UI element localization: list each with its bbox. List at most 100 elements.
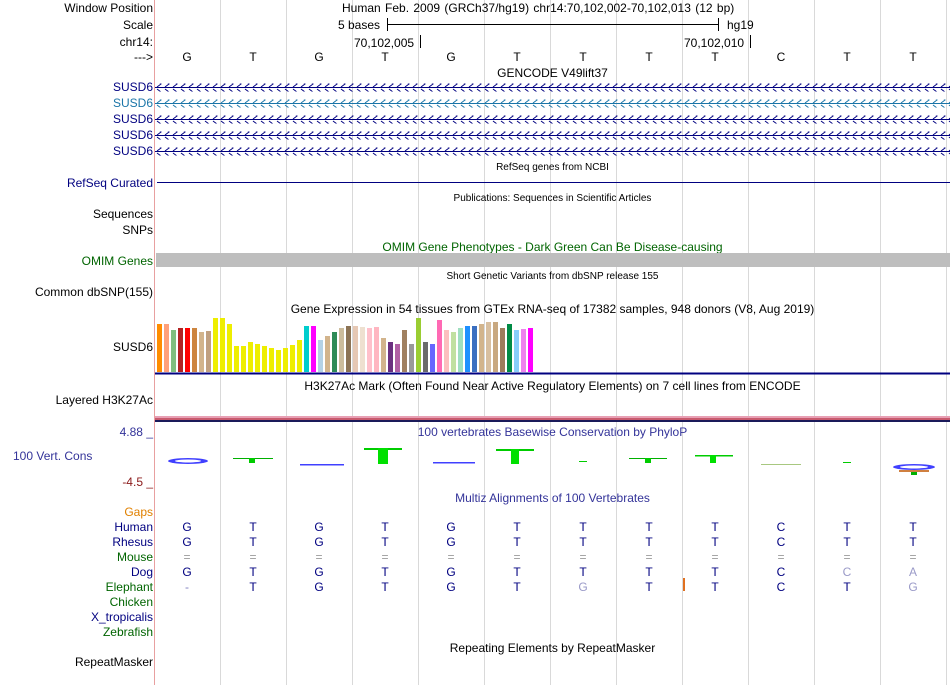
species-label-zebrafish[interactable]: Zebrafish [102, 625, 153, 639]
gtex-tissue-bar[interactable] [451, 332, 456, 372]
gtex-tissue-bar[interactable] [388, 342, 393, 372]
publications-sequences-label[interactable]: Sequences [92, 207, 153, 221]
publications-snps-label[interactable]: SNPs [122, 223, 153, 237]
gencode-transcripts[interactable] [155, 80, 950, 160]
gtex-tissue-bar[interactable] [472, 326, 477, 372]
h3k27ac-signal-top [155, 416, 950, 418]
gtex-tissue-bar[interactable] [444, 330, 449, 372]
gtex-tissue-bar[interactable] [157, 324, 162, 372]
gtex-tissue-bar[interactable] [227, 324, 232, 372]
scale-assembly: hg19 [727, 18, 754, 32]
gtex-tissue-bar[interactable] [220, 318, 225, 372]
gtex-tissue-bar[interactable] [199, 332, 204, 372]
dbsnp-label[interactable]: Common dbSNP(155) [34, 285, 153, 299]
gtex-tissue-bar[interactable] [514, 330, 519, 372]
gencode-track-label-4[interactable]: SUSD6 [112, 128, 153, 142]
gtex-tissue-bar[interactable] [339, 328, 344, 372]
gtex-expression-chart[interactable] [155, 314, 950, 376]
gtex-tissue-bar[interactable] [248, 342, 253, 372]
species-label-human[interactable]: Human [114, 520, 153, 534]
species-label-mouse[interactable]: Mouse [116, 550, 153, 564]
gtex-tissue-bar[interactable] [255, 344, 260, 372]
gtex-label[interactable]: SUSD6 [112, 340, 153, 354]
phylop-label[interactable]: 100 Vert. Cons [13, 449, 93, 463]
gtex-tissue-bar[interactable] [437, 320, 442, 372]
species-label-dog[interactable]: Dog [130, 565, 153, 579]
species-label-rhesus[interactable]: Rhesus [112, 535, 153, 549]
grid-line [748, 0, 749, 685]
gtex-tissue-bar[interactable] [206, 331, 211, 372]
gtex-tissue-bar[interactable] [458, 328, 463, 372]
gencode-transcript-4[interactable] [155, 131, 950, 140]
gtex-tissue-bar[interactable] [486, 322, 491, 372]
gtex-tissue-bar[interactable] [430, 344, 435, 372]
gtex-tissue-bar[interactable] [493, 322, 498, 372]
aligned-base: T [381, 565, 389, 579]
gtex-tissue-bar[interactable] [507, 324, 512, 372]
gtex-tissue-bar[interactable] [269, 348, 274, 372]
gencode-transcript-3[interactable] [155, 115, 950, 124]
gtex-tissue-bar[interactable] [304, 326, 309, 372]
grid-line [814, 0, 815, 685]
species-label-chicken[interactable]: Chicken [109, 595, 153, 609]
phylop-conservation-chart[interactable] [155, 440, 950, 480]
species-label-elephant[interactable]: Elephant [105, 580, 153, 594]
gtex-tissue-bar[interactable] [325, 336, 330, 372]
gtex-tissue-bar[interactable] [311, 326, 316, 372]
gencode-transcript-1[interactable] [155, 83, 950, 92]
gtex-tissue-bar[interactable] [297, 340, 302, 372]
aligned-base: G [182, 520, 192, 534]
refseq-label[interactable]: RefSeq Curated [66, 176, 153, 190]
gtex-tissue-bar[interactable] [374, 327, 379, 372]
gtex-tissue-bar[interactable] [521, 329, 526, 372]
refseq-transcript[interactable] [157, 182, 950, 183]
gtex-tissue-bar[interactable] [283, 348, 288, 372]
gencode-transcript-5[interactable] [155, 147, 950, 156]
aligned-base: = [579, 550, 587, 564]
aligned-base: T [381, 535, 389, 549]
gtex-tissue-bar[interactable] [318, 340, 323, 372]
gtex-tissue-bar[interactable] [164, 324, 169, 372]
gtex-tissue-bar[interactable] [346, 326, 351, 372]
gencode-track-label-1[interactable]: SUSD6 [112, 80, 153, 94]
gtex-tissue-bar[interactable] [276, 350, 281, 372]
gtex-tissue-bar[interactable] [332, 332, 337, 372]
gtex-tissue-bar[interactable] [528, 328, 533, 372]
species-label-gaps[interactable]: Gaps [124, 505, 153, 519]
aligned-base: T [843, 535, 851, 549]
repeatmasker-label[interactable]: RepeatMasker [74, 655, 153, 669]
gencode-track-label-3[interactable]: SUSD6 [112, 112, 153, 126]
reference-base: T [843, 50, 851, 64]
gtex-tissue-bar[interactable] [500, 328, 505, 372]
h3k27ac-label[interactable]: Layered H3K27Ac [55, 393, 153, 407]
gtex-tissue-bar[interactable] [479, 324, 484, 372]
gtex-tissue-bar[interactable] [178, 328, 183, 372]
gtex-tissue-bar[interactable] [360, 327, 365, 372]
gencode-track-label-5[interactable]: SUSD6 [112, 144, 153, 158]
gencode-track-label-2[interactable]: SUSD6 [112, 96, 153, 110]
gtex-tissue-bar[interactable] [402, 330, 407, 372]
gtex-tissue-bar[interactable] [367, 328, 372, 372]
gtex-tissue-bar[interactable] [465, 326, 470, 372]
omim-label[interactable]: OMIM Genes [81, 254, 153, 268]
omim-gene-bar[interactable] [156, 253, 950, 267]
gtex-tissue-bar[interactable] [381, 338, 386, 372]
gtex-tissue-bar[interactable] [395, 344, 400, 372]
gtex-tissue-bar[interactable] [353, 326, 358, 372]
gtex-tissue-bar[interactable] [409, 344, 414, 372]
gencode-transcript-2[interactable] [155, 99, 950, 108]
gtex-tissue-bar[interactable] [213, 318, 218, 372]
gtex-tissue-bar[interactable] [234, 346, 239, 372]
gtex-tissue-bar[interactable] [416, 318, 421, 372]
gtex-tissue-bar[interactable] [262, 346, 267, 372]
species-label-x-tropicalis[interactable]: X_tropicalis [90, 610, 153, 624]
dbsnp-title: Short Genetic Variants from dbSNP releas… [446, 271, 659, 282]
gtex-tissue-bar[interactable] [290, 345, 295, 372]
phylop-base-3 [300, 464, 344, 466]
gtex-tissue-bar[interactable] [241, 346, 246, 372]
gtex-tissue-bar[interactable] [185, 328, 190, 372]
aligned-base: T [513, 580, 521, 594]
gtex-tissue-bar[interactable] [171, 330, 176, 372]
gtex-tissue-bar[interactable] [423, 342, 428, 372]
gtex-tissue-bar[interactable] [192, 328, 197, 372]
